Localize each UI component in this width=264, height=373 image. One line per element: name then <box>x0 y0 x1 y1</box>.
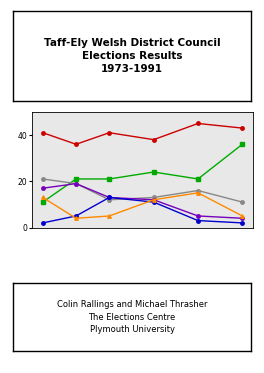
Text: Taff-Ely Welsh District Council
Elections Results
1973-1991: Taff-Ely Welsh District Council Election… <box>44 38 220 74</box>
Text: Colin Rallings and Michael Thrasher
The Elections Centre
Plymouth University: Colin Rallings and Michael Thrasher The … <box>57 300 207 334</box>
